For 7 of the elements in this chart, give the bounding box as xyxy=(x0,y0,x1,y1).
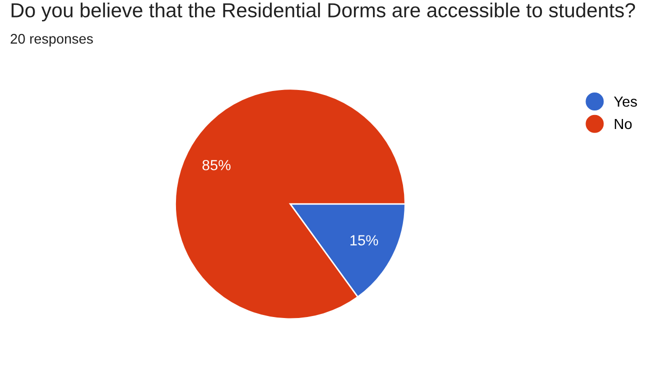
data-label: 15% xyxy=(350,235,378,246)
text: 20 responses xyxy=(10,34,93,46)
legend-label: Yes xyxy=(614,96,637,107)
chart-title: Do you believe that the Residential Dorms are accessible to students? xyxy=(12,2,636,22)
data-label: 85% xyxy=(202,160,231,170)
legend-label: No xyxy=(614,118,632,130)
pie-slice xyxy=(174,88,406,320)
